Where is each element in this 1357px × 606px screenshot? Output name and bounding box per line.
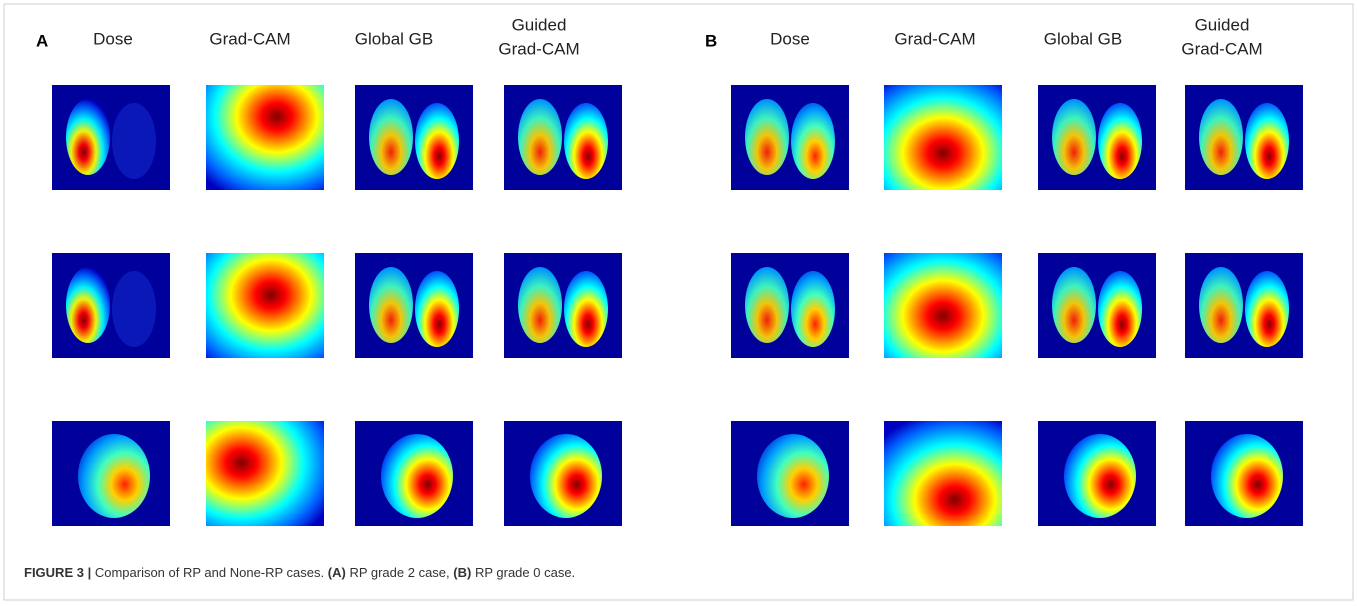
caption-part-text: RP grade 2 case, (349, 565, 449, 580)
image-cell (884, 253, 1002, 358)
image-cell (1185, 85, 1303, 190)
image-cell (504, 421, 622, 526)
caption: FIGURE 3 | Comparison of RP and None-RP … (24, 565, 575, 580)
image-cell (355, 421, 473, 526)
caption-label: FIGURE 3 | (24, 565, 91, 580)
image-cell (206, 85, 324, 190)
figure: FIGURE 3 | Comparison of RP and None-RP … (0, 0, 1357, 606)
caption-part-text: RP grade 0 case. (475, 565, 575, 580)
column-header: Grad-CAM (1181, 39, 1262, 58)
caption-part-label: (A) (328, 565, 346, 580)
image-cell (504, 85, 622, 190)
image-cell (206, 253, 324, 358)
column-header: Global GB (1044, 29, 1122, 48)
column-header: Grad-CAM (498, 39, 579, 58)
caption-text: Comparison of RP and None-RP cases. (95, 565, 324, 580)
image-cell (206, 421, 324, 526)
column-header: Grad-CAM (209, 29, 290, 48)
column-header: Dose (770, 29, 810, 48)
image-cell (731, 85, 849, 190)
image-cell (52, 253, 170, 358)
image-cell (731, 421, 849, 526)
image-cell (1038, 253, 1156, 358)
column-header: Guided (1195, 15, 1250, 34)
column-header: Global GB (355, 29, 433, 48)
panel-label: B (705, 31, 717, 50)
column-header: Dose (93, 29, 133, 48)
image-cell (355, 253, 473, 358)
column-header: Grad-CAM (894, 29, 975, 48)
image-cell (1038, 421, 1156, 526)
image-cell (731, 253, 849, 358)
image-cell (884, 421, 1002, 526)
panel-label: A (36, 31, 48, 50)
image-cell (1038, 85, 1156, 190)
image-cell (355, 85, 473, 190)
column-header: Guided (512, 15, 567, 34)
image-cell (1185, 253, 1303, 358)
image-cell (52, 85, 170, 190)
image-cell (884, 85, 1002, 190)
image-cell (52, 421, 170, 526)
caption-part-label: (B) (453, 565, 471, 580)
image-cell (504, 253, 622, 358)
image-cell (1185, 421, 1303, 526)
